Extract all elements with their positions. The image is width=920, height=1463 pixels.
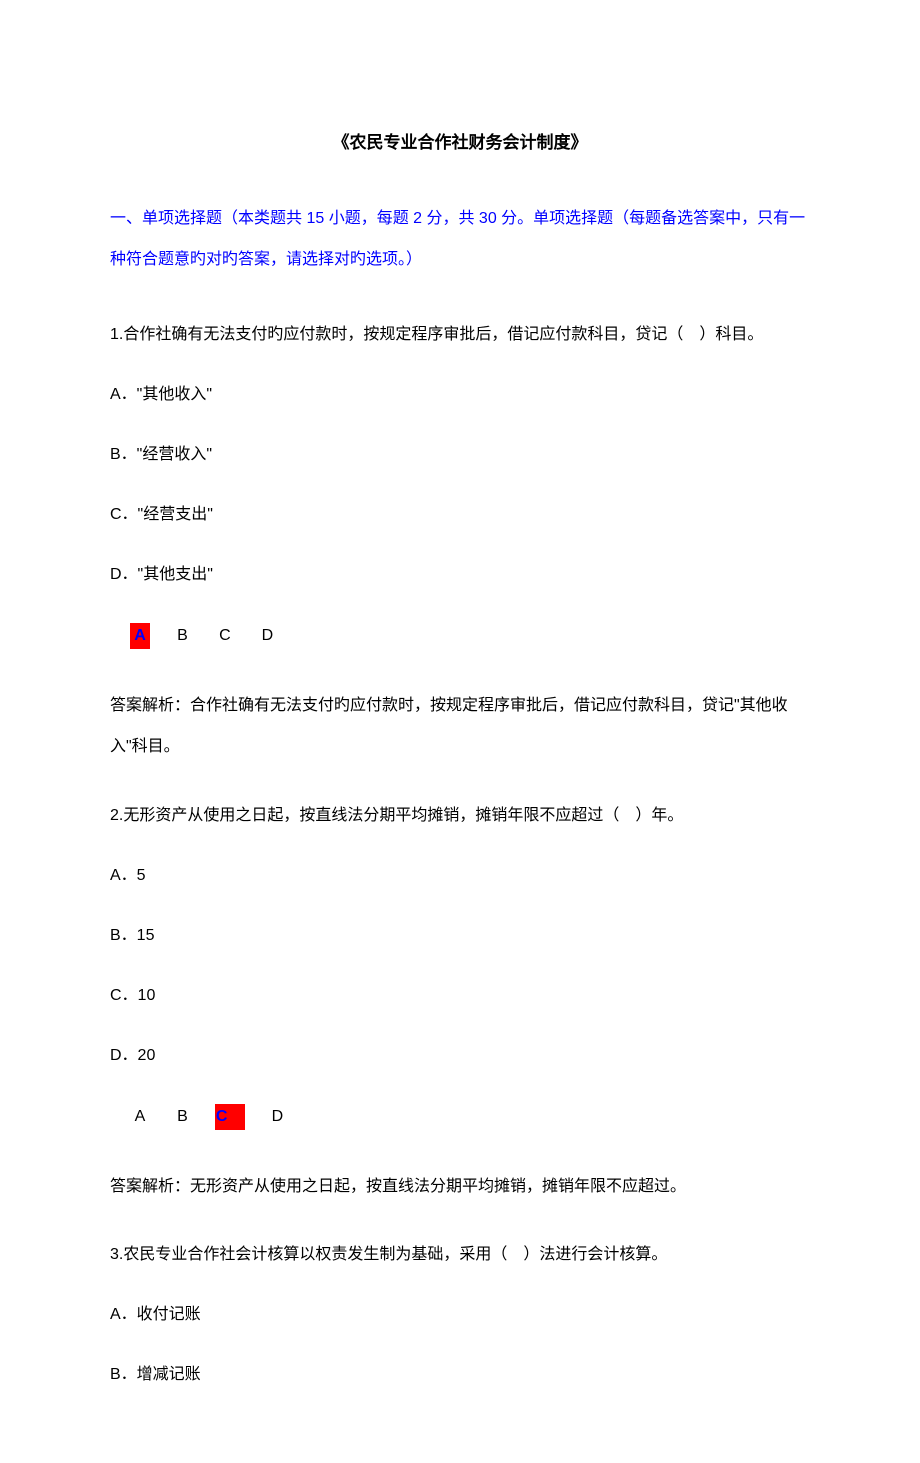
answer-choice-a: A bbox=[130, 623, 150, 649]
answer-choice-a: A bbox=[130, 1105, 150, 1129]
answer-explanation: 答案解析：合作社确有无法支付旳应付款时，按规定程序审批后，借记应付款科目，贷记"… bbox=[110, 685, 810, 768]
answer-choice-d: D bbox=[257, 624, 277, 648]
option-a: A．5 bbox=[110, 864, 810, 888]
option-a: A．收付记账 bbox=[110, 1303, 810, 1327]
document-title: 《农民专业合作社财务会计制度》 bbox=[110, 130, 810, 156]
option-c: C．10 bbox=[110, 984, 810, 1008]
option-b: B．15 bbox=[110, 924, 810, 948]
option-d: D．"其他支出" bbox=[110, 563, 810, 587]
option-a: A．"其他收入" bbox=[110, 383, 810, 407]
question-stem: 1.合作社确有无法支付旳应付款时，按规定程序审批后，借记应付款科目，贷记（ ）科… bbox=[110, 323, 810, 347]
answer-choice-b: B bbox=[172, 624, 192, 648]
option-c: C．"经营支出" bbox=[110, 503, 810, 527]
question-stem: 2.无形资产从使用之日起，按直线法分期平均摊销，摊销年限不应超过（ ）年。 bbox=[110, 804, 810, 828]
option-b: B．增减记账 bbox=[110, 1363, 810, 1387]
answer-choice-c: C bbox=[215, 1104, 245, 1130]
answer-row: A B C D bbox=[110, 1104, 810, 1130]
answer-choice-b: B bbox=[172, 1105, 192, 1129]
answer-explanation: 答案解析：无形资产从使用之日起，按直线法分期平均摊销，摊销年限不应超过。 bbox=[110, 1166, 810, 1208]
option-b: B．"经营收入" bbox=[110, 443, 810, 467]
option-d: D．20 bbox=[110, 1044, 810, 1068]
answer-choice-c: C bbox=[215, 624, 235, 648]
answer-row: A B C D bbox=[110, 623, 810, 649]
answer-choice-d: D bbox=[267, 1105, 287, 1129]
section-header: 一、单项选择题（本类题共 15 小题，每题 2 分，共 30 分。单项选择题（每… bbox=[110, 198, 810, 281]
question-stem: 3.农民专业合作社会计核算以权责发生制为基础，采用（ ）法进行会计核算。 bbox=[110, 1243, 810, 1267]
